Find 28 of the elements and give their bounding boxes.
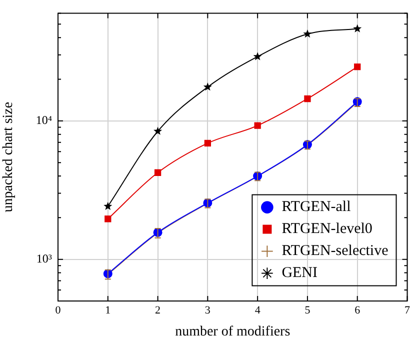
point bbox=[303, 29, 312, 38]
point bbox=[254, 122, 261, 129]
y-axis-title: unpacked chart size bbox=[1, 102, 16, 212]
point bbox=[204, 140, 212, 147]
legend-label: GENI bbox=[282, 265, 318, 282]
legend-label: RTGEN-selective bbox=[282, 243, 389, 260]
x-tick-label: 3 bbox=[204, 304, 211, 316]
point bbox=[304, 95, 311, 102]
legend-label: RTGEN-all bbox=[282, 199, 351, 216]
point bbox=[104, 202, 112, 210]
point bbox=[104, 216, 112, 222]
x-tick-label: 7 bbox=[404, 304, 410, 316]
x-axis-title: number of modifiers bbox=[175, 324, 290, 340]
x-tick-label: 2 bbox=[155, 304, 161, 316]
point bbox=[253, 52, 262, 60]
x-tick-label: 4 bbox=[254, 304, 261, 316]
x-tick-label: 0 bbox=[55, 304, 62, 316]
point bbox=[354, 64, 361, 70]
point bbox=[353, 24, 362, 32]
point bbox=[154, 169, 162, 176]
x-tick-label: 5 bbox=[304, 304, 311, 316]
point bbox=[203, 82, 212, 91]
x-tick-label: 6 bbox=[354, 304, 361, 316]
x-tick-label: 1 bbox=[105, 304, 111, 316]
point bbox=[154, 126, 162, 135]
legend-label: RTGEN-level0 bbox=[282, 221, 372, 238]
y-tick-label: 10⁴ bbox=[36, 113, 52, 128]
y-tick-label: 10³ bbox=[36, 251, 52, 266]
